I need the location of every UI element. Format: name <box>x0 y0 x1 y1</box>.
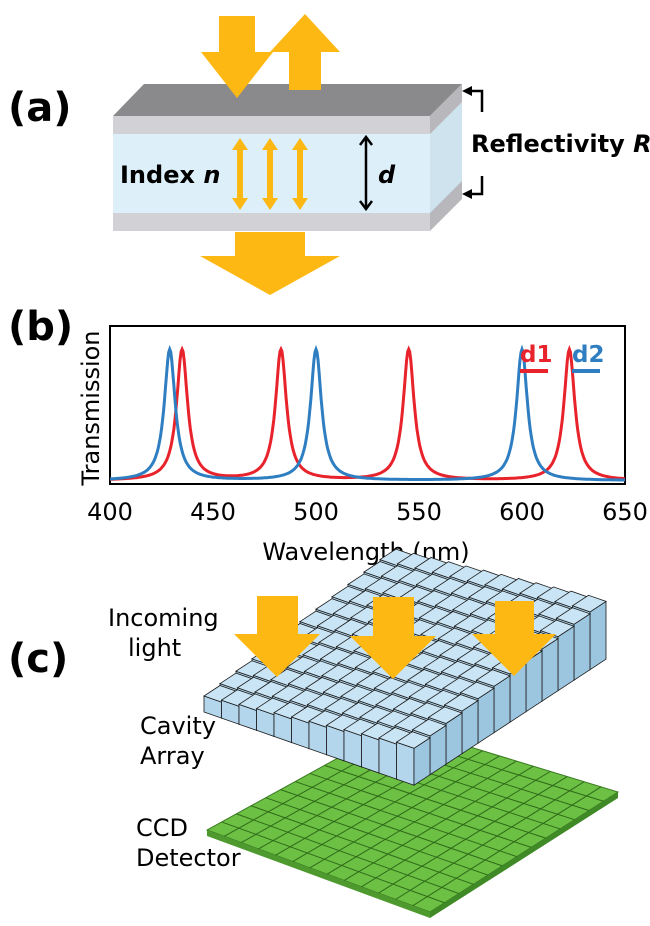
ccd-grid-line <box>326 760 517 875</box>
ccd-grid-line <box>294 781 517 858</box>
thickness-label: d <box>378 161 396 189</box>
legend: d1 d2 <box>520 342 604 373</box>
cavity-array-label-line1: Cavity <box>140 712 216 740</box>
incoming-light-label-line2: light <box>128 634 181 662</box>
x-tick-label: 500 <box>293 498 339 526</box>
panel-c-label: (c) <box>8 636 68 682</box>
cavity-side-inner <box>430 102 462 213</box>
bracket-arrowhead-top <box>462 86 472 96</box>
ccd-grid-line <box>395 781 585 900</box>
incident-arrow <box>201 16 273 98</box>
cavity-array-label-line2: Array <box>140 742 205 770</box>
incoming-arrow-1 <box>234 596 320 677</box>
ccd-detector-label-line2: Detector <box>136 844 241 872</box>
reflectivity-label: Reflectivity R <box>471 130 650 158</box>
ccd-grid-line <box>265 797 489 876</box>
thickness-arrow <box>359 134 373 212</box>
ccd-grid-line <box>412 786 602 907</box>
panel-a-label: (a) <box>8 85 72 131</box>
ccd-grid-line <box>309 755 500 869</box>
ccd-grid <box>221 729 604 907</box>
ccd-grid-line <box>250 805 474 885</box>
ccd-grid-line <box>361 770 551 888</box>
internal-reflection-arrows <box>232 138 308 210</box>
incoming-arrow-3 <box>472 601 556 676</box>
incoming-arrow-2 <box>350 597 436 679</box>
incoming-light-label-line1: Incoming <box>108 604 219 632</box>
index-label-var: n <box>203 161 220 189</box>
x-tick-label: 550 <box>396 498 442 526</box>
bottom-mirror <box>113 213 430 231</box>
index-label: Index n <box>120 161 220 189</box>
cavity-top-face <box>113 84 462 116</box>
ccd-plate-edge <box>207 830 430 918</box>
legend-d2-label: d2 <box>572 342 604 368</box>
reflectivity-label-var: R <box>633 130 650 158</box>
plot-frame <box>109 325 626 485</box>
series-layer <box>110 344 625 482</box>
cavity-cell <box>395 731 431 786</box>
transmission-chart: 400 450 500 550 600 650 Wavelength (nm) Trans… <box>77 325 648 566</box>
reflectivity-label-prefix: Reflectivity <box>471 130 633 158</box>
x-tick-label: 450 <box>190 498 236 526</box>
reflected-arrow <box>270 14 340 90</box>
ccd-detector-label-line1: CCD <box>136 814 188 842</box>
x-tick-label: 650 <box>602 498 648 526</box>
ccd-detector <box>205 724 620 918</box>
ccd-grid-line <box>309 772 532 848</box>
cavity-array <box>203 548 607 786</box>
bracket-arrowhead-bottom <box>462 189 472 199</box>
index-label-prefix: Index <box>120 161 203 189</box>
tick-layer: 400 450 500 550 600 650 <box>87 498 648 526</box>
ccd-grid-line <box>236 813 460 895</box>
legend-d1-label: d1 <box>520 342 552 368</box>
ccd-grid-line <box>324 764 546 839</box>
fabry-perot-cavity <box>113 84 462 231</box>
x-tick-label: 600 <box>499 498 545 526</box>
ccd-grid-line <box>292 750 483 862</box>
panel-b-label: (b) <box>8 304 73 350</box>
ccd-grid-line <box>280 789 503 867</box>
top-mirror <box>113 116 430 134</box>
transmitted-arrow <box>200 232 340 295</box>
ccd-grid-line <box>343 765 534 881</box>
ccd-plate-edge-right <box>430 792 618 918</box>
series-line-d2 <box>110 344 625 482</box>
series-line-d1 <box>110 344 625 481</box>
x-tick-label: 400 <box>87 498 133 526</box>
ccd-grid-line <box>378 776 568 894</box>
y-axis-title: Transmission <box>77 330 105 486</box>
ccd-grid-line <box>221 821 445 904</box>
